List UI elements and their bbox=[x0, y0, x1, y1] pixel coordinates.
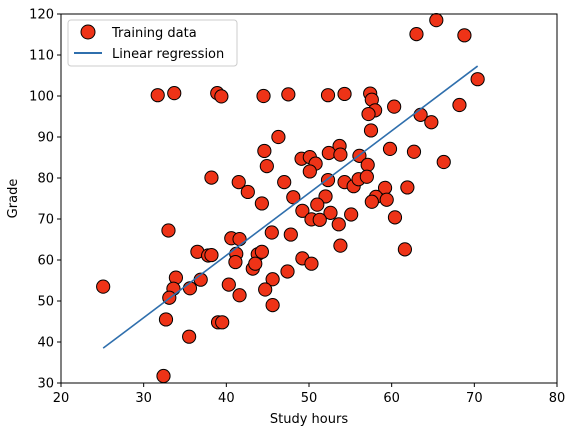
x-tick-label: 70 bbox=[466, 391, 483, 406]
data-point bbox=[232, 288, 247, 303]
data-point bbox=[156, 368, 171, 384]
data-point bbox=[409, 26, 424, 42]
data-point bbox=[150, 88, 165, 103]
x-axis-label: Study hours bbox=[270, 412, 348, 427]
data-point bbox=[400, 180, 415, 195]
data-point bbox=[221, 277, 236, 292]
data-point bbox=[259, 159, 274, 174]
data-point bbox=[182, 329, 197, 344]
data-point bbox=[254, 196, 269, 211]
y-tick-label: 60 bbox=[37, 254, 54, 269]
data-point bbox=[361, 106, 376, 122]
x-tick-label: 60 bbox=[383, 391, 400, 406]
data-point bbox=[364, 194, 379, 209]
x-tick-label: 40 bbox=[218, 391, 235, 406]
data-point bbox=[204, 170, 219, 185]
data-point bbox=[271, 129, 286, 145]
x-tick-label: 30 bbox=[135, 391, 152, 406]
data-point bbox=[397, 242, 412, 257]
data-point bbox=[382, 141, 398, 156]
data-point bbox=[161, 223, 176, 238]
data-point bbox=[387, 99, 402, 114]
y-tick-label: 50 bbox=[37, 295, 54, 310]
data-point bbox=[379, 192, 394, 207]
data-point bbox=[158, 312, 174, 327]
data-point bbox=[215, 315, 230, 330]
y-tick-label: 120 bbox=[29, 8, 54, 23]
data-point bbox=[359, 169, 374, 184]
data-point bbox=[310, 197, 325, 212]
data-point bbox=[281, 87, 296, 102]
data-point bbox=[167, 86, 182, 101]
data-point bbox=[256, 88, 271, 104]
data-point bbox=[424, 115, 439, 130]
data-point bbox=[406, 144, 422, 159]
legend-box bbox=[67, 19, 238, 67]
data-point bbox=[312, 212, 327, 227]
data-point bbox=[302, 164, 317, 179]
legend-label-training-data: Training data bbox=[111, 26, 197, 41]
x-tick-label: 20 bbox=[53, 391, 70, 406]
data-point bbox=[96, 279, 111, 294]
data-point bbox=[323, 205, 338, 220]
y-tick-label: 80 bbox=[37, 172, 54, 187]
data-point bbox=[452, 97, 467, 113]
data-point bbox=[333, 238, 348, 253]
data-point bbox=[470, 72, 485, 87]
x-tick-label: 50 bbox=[301, 391, 318, 406]
data-point bbox=[457, 28, 472, 43]
data-point bbox=[254, 244, 269, 259]
axes-frame bbox=[60, 13, 558, 384]
y-tick-label: 30 bbox=[37, 377, 54, 392]
data-point bbox=[321, 145, 336, 161]
data-point bbox=[387, 210, 403, 225]
data-point bbox=[429, 13, 444, 28]
y-tick-label: 90 bbox=[37, 131, 54, 146]
data-point bbox=[280, 264, 295, 279]
y-tick-label: 110 bbox=[29, 49, 54, 64]
data-point bbox=[344, 207, 359, 222]
data-point bbox=[283, 227, 298, 242]
data-point bbox=[248, 256, 263, 271]
data-point bbox=[320, 88, 336, 103]
y-axis-ticks: 30 40 50 60 70 80 90 100 110 120 bbox=[29, 8, 61, 392]
x-axis-ticks: 20 30 40 50 60 70 80 bbox=[53, 383, 566, 406]
data-point bbox=[333, 147, 348, 162]
data-point bbox=[295, 203, 310, 218]
legend: Training data Linear regression bbox=[67, 19, 238, 67]
data-point bbox=[232, 231, 247, 247]
data-point bbox=[277, 175, 292, 190]
data-point bbox=[265, 272, 280, 287]
data-point bbox=[360, 157, 375, 172]
data-point bbox=[231, 175, 246, 190]
y-axis-label: Grade bbox=[6, 179, 21, 219]
y-tick-label: 70 bbox=[37, 213, 54, 228]
data-point bbox=[304, 256, 319, 271]
data-point bbox=[264, 225, 279, 240]
data-point bbox=[257, 143, 272, 159]
data-point bbox=[204, 247, 219, 263]
data-point bbox=[240, 184, 255, 200]
y-tick-label: 40 bbox=[37, 336, 54, 351]
plot-area bbox=[96, 13, 485, 384]
data-point bbox=[337, 86, 352, 102]
data-point bbox=[436, 154, 451, 170]
training-data-points bbox=[96, 13, 485, 384]
data-point bbox=[286, 190, 301, 205]
legend-label-linear-regression: Linear regression bbox=[112, 47, 224, 62]
data-point bbox=[363, 123, 379, 138]
y-tick-label: 100 bbox=[29, 90, 54, 105]
x-tick-label: 80 bbox=[549, 391, 566, 406]
regression-line bbox=[102, 65, 479, 349]
data-point bbox=[258, 282, 273, 297]
data-point bbox=[265, 298, 280, 313]
data-point bbox=[228, 254, 243, 270]
data-point bbox=[331, 217, 346, 232]
legend-marker-training-data bbox=[80, 24, 96, 40]
data-point bbox=[214, 89, 229, 104]
